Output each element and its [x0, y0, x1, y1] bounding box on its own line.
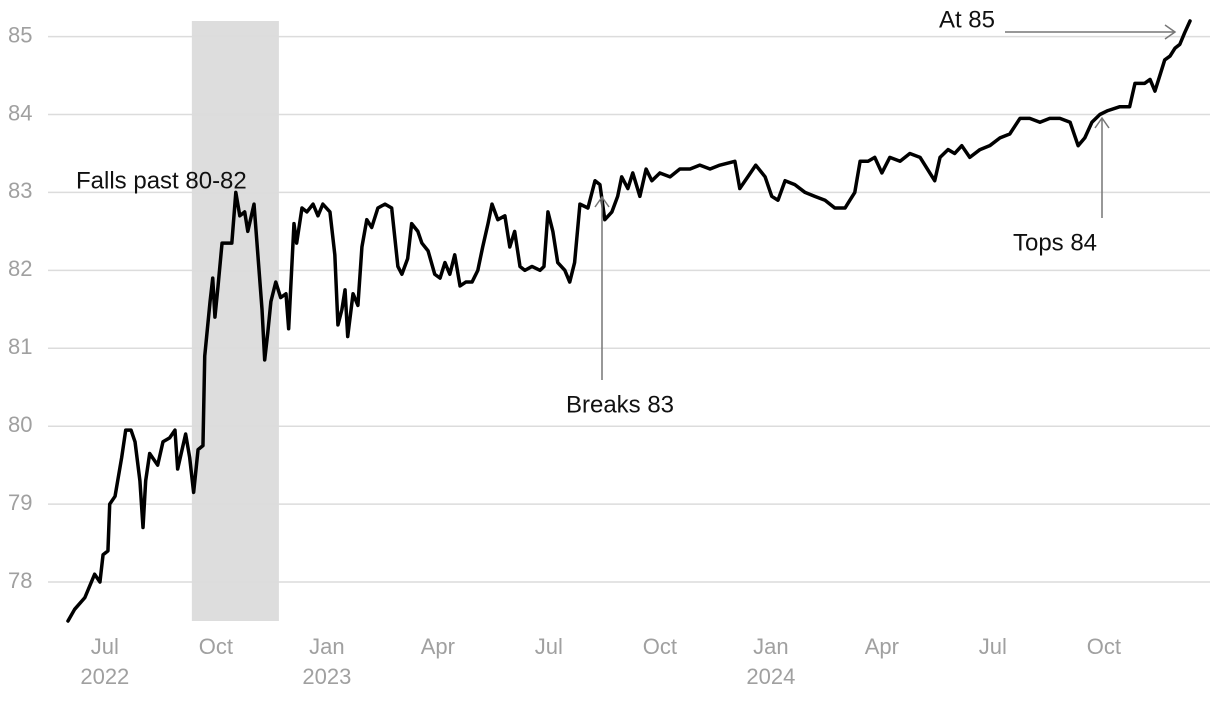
x-tick-label: Jul	[979, 634, 1007, 659]
annotation: At 85	[939, 6, 995, 33]
x-tick-label: Apr	[421, 634, 455, 659]
annotation: Falls past 80-82	[76, 167, 247, 194]
annotation: Breaks 83	[566, 391, 674, 418]
annotation-arrow	[1005, 24, 1177, 40]
y-tick-label: 83	[8, 178, 32, 203]
x-tick-label: Jan	[753, 634, 788, 659]
x-tick-label: Jan	[309, 634, 344, 659]
foreground-layer	[66, 19, 1192, 623]
shaded-region	[191, 21, 279, 621]
x-year-label: 2023	[302, 664, 351, 689]
x-tick-label: Oct	[199, 634, 233, 659]
line	[66, 19, 1192, 623]
x-tick-label: Jul	[535, 634, 563, 659]
x-year-label: 2024	[746, 664, 795, 689]
annotation-arrow	[594, 195, 610, 380]
y-tick-label: 81	[8, 334, 32, 359]
y-tick-label: 78	[8, 568, 32, 593]
annotation: Tops 84	[1013, 229, 1097, 256]
y-tick-label: 85	[8, 22, 32, 47]
x-tick-label: Jul	[91, 634, 119, 659]
y-tick-label: 84	[8, 100, 32, 125]
y-tick-label: 79	[8, 490, 32, 515]
background-layer: 78 79 80 81 82 83 84 85 Jul Oct Jan Apr Jul Oct Jan Apr…	[8, 21, 1210, 689]
x-year-label: 2022	[80, 664, 129, 689]
x-tick-label: Oct	[1087, 634, 1121, 659]
y-tick-label: 82	[8, 256, 32, 281]
x-tick-label: Apr	[865, 634, 899, 659]
annotation-arrow	[1094, 116, 1110, 218]
x-tick-label: Oct	[643, 634, 677, 659]
y-tick-label: 80	[8, 412, 32, 437]
